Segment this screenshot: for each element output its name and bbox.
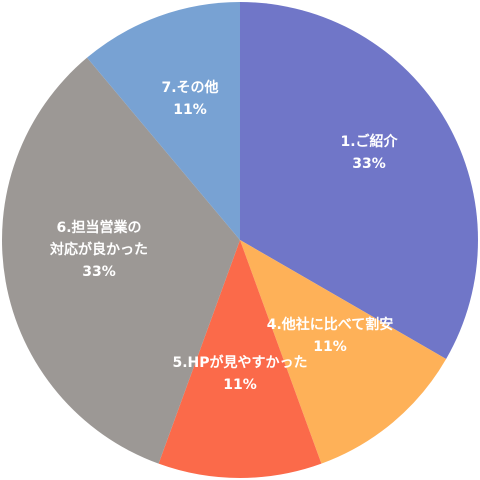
- pie-slice-label-text: 1.ご紹介: [340, 133, 398, 150]
- pie-slice-label-text: 5.HPが見やすかった: [172, 354, 307, 371]
- pie-slice-label-5: 7.その他 11%: [161, 79, 218, 118]
- pie-labels: 1.ご紹介 33% 4.他社に比べて割安 11% 5.HPが見やすかった 11% 6.担当営…: [49, 79, 399, 393]
- pie-slice-value-label: 33%: [82, 264, 116, 280]
- pie-slice-value-label: 33%: [352, 156, 386, 172]
- pie-slice-value-label: 11%: [313, 339, 347, 355]
- pie-slice-value-label: 11%: [173, 102, 207, 118]
- pie-slice-5: [87, 2, 241, 240]
- pie-slice-label-1: 1.ご紹介 33%: [340, 133, 398, 172]
- pie-slice-label-text: 6.担当営業の: [56, 219, 141, 236]
- pie-slice-3: [158, 240, 322, 479]
- pie-slice-label-text: 7.その他: [161, 79, 218, 96]
- pie-slice-4: [1, 57, 240, 464]
- pie-slice-label-text: 対応が良かった: [49, 241, 148, 258]
- pie-slice-label-text: 4.他社に比べて割安: [267, 316, 394, 333]
- pie-slice-value-label: 11%: [223, 377, 257, 393]
- pie-slice-label-3: 5.HPが見やすかった 11%: [172, 354, 307, 393]
- pie-slice-label-4: 6.担当営業の対応が良かった 33%: [49, 219, 148, 280]
- pie-slice-2: [240, 240, 447, 464]
- pie-slice-label-2: 4.他社に比べて割安 11%: [267, 316, 394, 355]
- pie-slice-1: [240, 2, 478, 359]
